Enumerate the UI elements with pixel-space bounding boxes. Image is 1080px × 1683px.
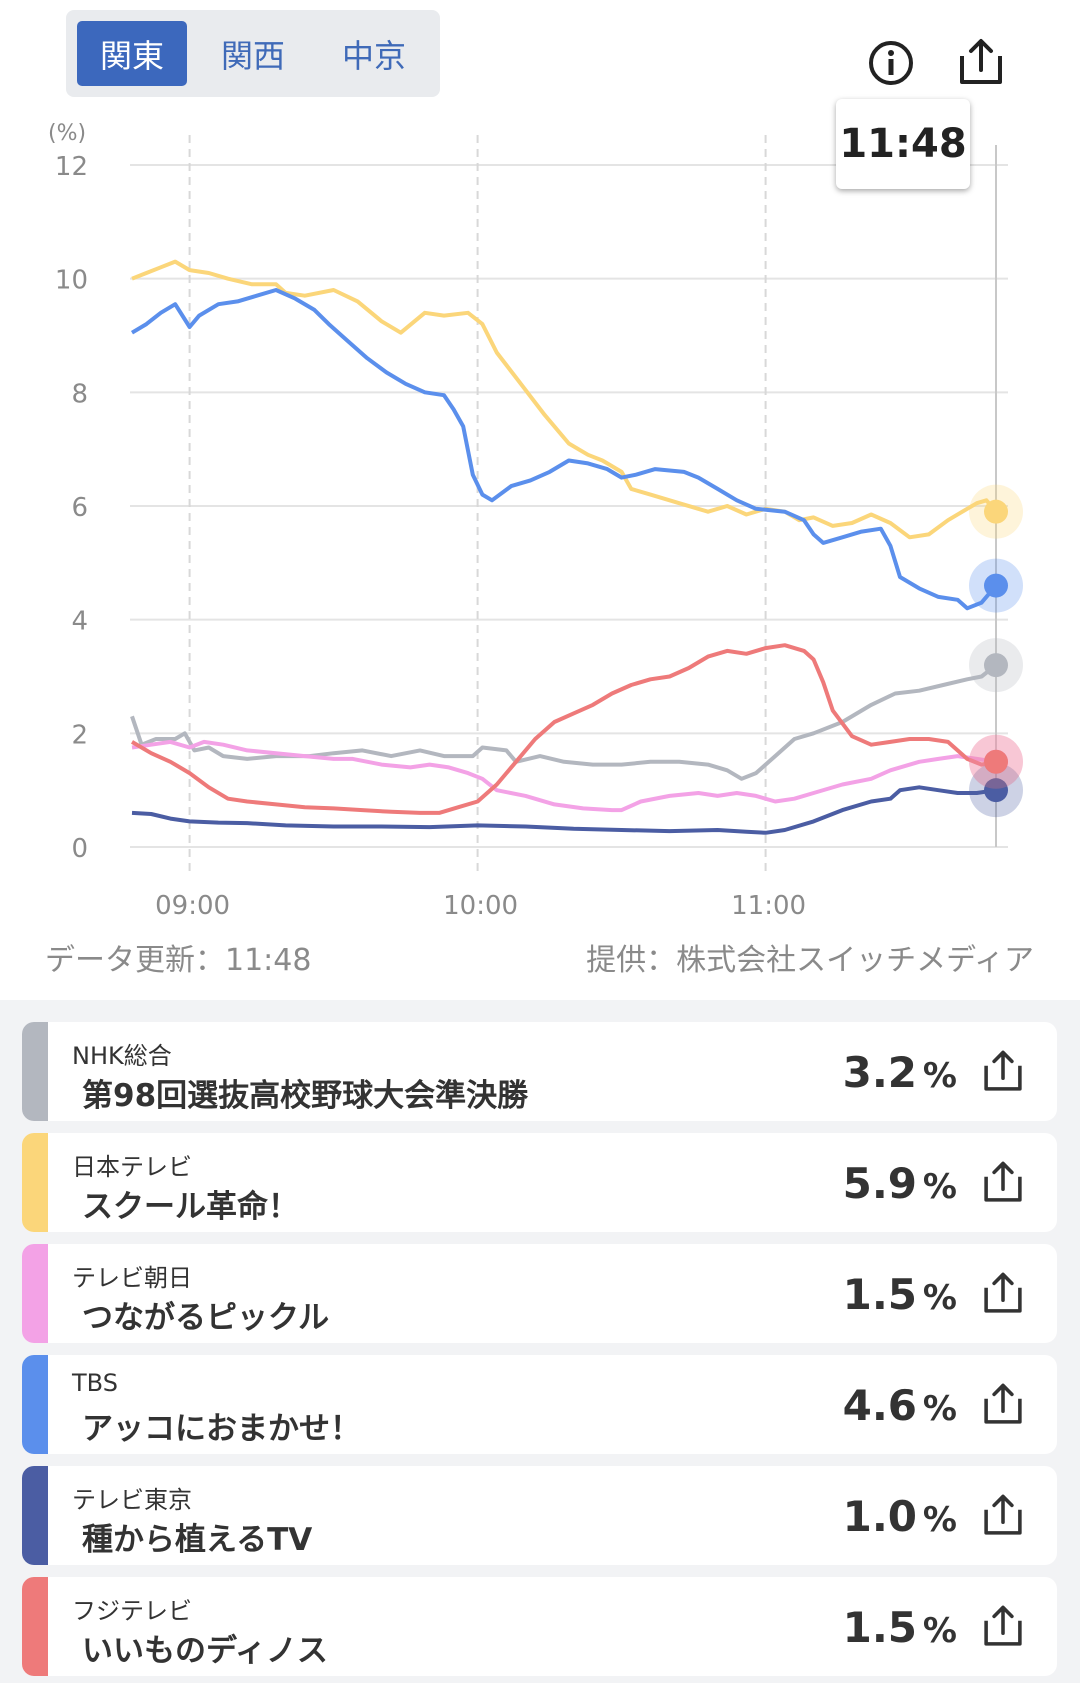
series-end-point (984, 653, 1008, 678)
channel-color-bar (22, 1577, 48, 1676)
rating-value: 4.6 (842, 1381, 917, 1430)
tab-kanto[interactable]: 関東 (77, 21, 187, 86)
rating-value: 1.0 (842, 1492, 917, 1541)
rating-value: 1.5 (842, 1270, 917, 1319)
y-tick-label: 8 (71, 379, 88, 409)
time-tooltip: 11:48 (836, 99, 970, 189)
program-title: つながるピックル (82, 1300, 330, 1336)
rating-chart: 0 2 4 6 8 10 12 (%) 09:00 10:00 11:00 (48, 121, 1023, 921)
series-line (130, 643, 997, 815)
x-tick-label: 10:00 (443, 891, 518, 921)
channel-color-bar (22, 1355, 48, 1454)
region-tabs: 関東 関西 中京 (66, 10, 440, 97)
tab-kansai[interactable]: 関西 (220, 36, 285, 75)
program-title: いいものディノス (82, 1633, 328, 1669)
y-tick-label: 10 (55, 266, 88, 296)
channel-color-bar (22, 1022, 48, 1121)
share-icon[interactable] (979, 1159, 1027, 1207)
program-title: アッコにおまかせ！ (82, 1411, 361, 1447)
y-tick-label: 6 (71, 493, 88, 523)
channel-card[interactable]: フジテレビいいものディノス 1.5% (22, 1577, 1057, 1676)
program-title: 第98回選抜高校野球大会準決勝 (82, 1078, 529, 1114)
channel-color-bar (22, 1244, 48, 1343)
rating-unit: % (922, 1611, 957, 1651)
rating-value: 5.9 (842, 1159, 917, 1208)
y-tick-label: 0 (71, 834, 88, 864)
station-name: 日本テレビ (72, 1153, 192, 1181)
x-tick-label: 09:00 (155, 891, 230, 921)
series-end-point (984, 573, 1008, 598)
series-end-point (984, 778, 1008, 803)
share-icon[interactable] (979, 1048, 1027, 1096)
series-line (131, 259, 998, 540)
channel-card[interactable]: テレビ東京種から植えるTV 1.0% (22, 1466, 1057, 1565)
channel-color-bar (22, 1466, 48, 1565)
provider-note: 提供：株式会社スイッチメディア (586, 943, 1034, 978)
channel-card[interactable]: NHK総合第98回選抜高校野球大会準決勝 3.2% (22, 1022, 1057, 1121)
channel-card[interactable]: TBS アッコにおまかせ！ 4.6% (22, 1355, 1057, 1454)
series-end-point (984, 499, 1008, 524)
station-name: テレビ朝日 (72, 1264, 192, 1292)
channel-list: NHK総合第98回選抜高校野球大会準決勝 3.2% 日本テレビスクール革命！ 5.9%… (0, 1000, 1080, 1683)
station-name: フジテレビ (72, 1597, 192, 1625)
station-name: テレビ東京 (72, 1486, 192, 1514)
channel-card[interactable]: テレビ朝日つながるピックル 1.5% (22, 1244, 1057, 1343)
tab-chukyo[interactable]: 中京 (341, 36, 406, 75)
series-line (130, 663, 998, 781)
rating-unit: % (922, 1056, 957, 1096)
program-title: スクール革命！ (82, 1189, 299, 1225)
series-line (130, 288, 998, 611)
series-end-point (984, 749, 1008, 774)
channel-color-bar (22, 1133, 48, 1232)
x-tick-label: 11:00 (731, 891, 806, 921)
share-icon[interactable] (954, 36, 1008, 90)
y-tick-label: 2 (71, 720, 88, 750)
share-icon[interactable] (979, 1492, 1027, 1540)
station-name: NHK総合 (72, 1042, 172, 1070)
rating-unit: % (922, 1278, 957, 1318)
y-tick-label: 4 (71, 607, 88, 637)
update-note: データ更新：11:48 (45, 943, 312, 978)
share-icon[interactable] (979, 1603, 1027, 1651)
channel-card[interactable]: 日本テレビスクール革命！ 5.9% (22, 1133, 1057, 1232)
rating-unit: % (922, 1500, 957, 1540)
series-line (131, 739, 997, 813)
rating-unit: % (922, 1167, 957, 1207)
rating-unit: % (922, 1389, 957, 1429)
info-icon[interactable] (864, 36, 918, 90)
program-title: 種から植えるTV (82, 1522, 313, 1558)
series-line (131, 785, 997, 835)
y-axis-label: (%) (48, 121, 86, 146)
rating-value: 1.5 (842, 1603, 917, 1652)
rating-value: 3.2 (842, 1048, 917, 1097)
station-name: TBS (72, 1369, 118, 1397)
share-icon[interactable] (979, 1270, 1027, 1318)
y-tick-label: 12 (55, 152, 88, 182)
share-icon[interactable] (979, 1381, 1027, 1429)
